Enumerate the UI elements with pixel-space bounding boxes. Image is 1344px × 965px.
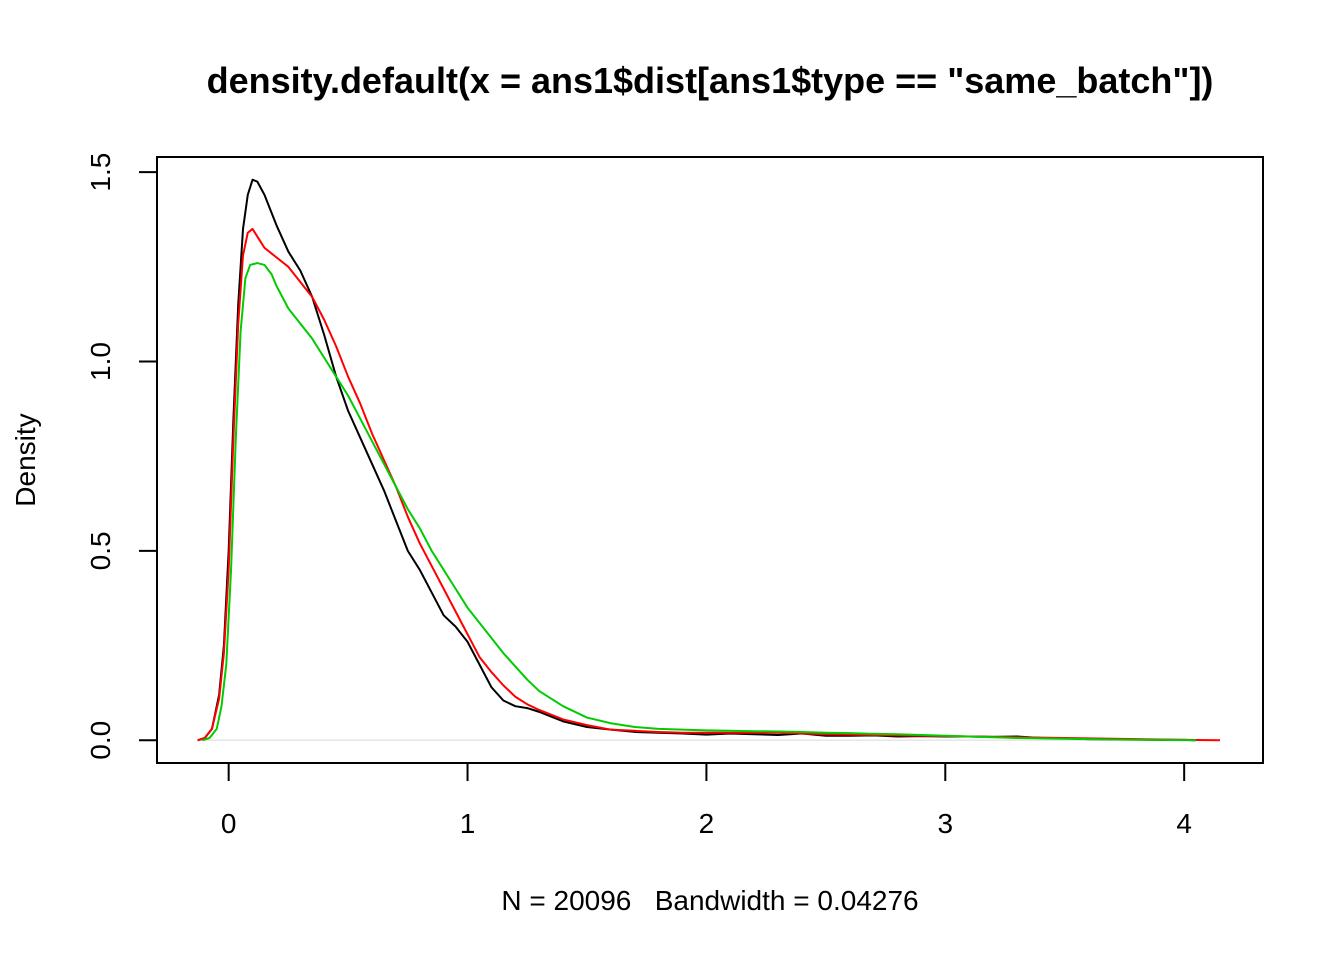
- plot-frame: [156, 156, 1264, 764]
- y-tick-label: 1.5: [85, 153, 116, 192]
- y-tick-label: 0.0: [85, 721, 116, 760]
- y-axis-label: Density: [10, 413, 41, 506]
- x-axis-label: N = 20096 Bandwidth = 0.04276: [501, 885, 918, 916]
- x-tick-label: 0: [221, 808, 237, 839]
- x-tick-label: 3: [938, 808, 954, 839]
- density-line-3: [202, 262, 1197, 742]
- y-tick-label: 0.5: [85, 531, 116, 570]
- chart-title: density.default(x = ans1$dist[ans1$type …: [207, 60, 1214, 101]
- density-line-2: [197, 227, 1221, 742]
- density-line-1: [197, 178, 1197, 742]
- y-axis: 0.0 0.5 1.0 1.5: [85, 153, 158, 760]
- x-tick-label: 1: [460, 808, 476, 839]
- x-axis: 0 1 2 3 4: [221, 762, 1192, 839]
- y-tick-label: 1.0: [85, 342, 116, 381]
- x-tick-label: 4: [1176, 808, 1192, 839]
- series-layer: [197, 178, 1221, 742]
- x-tick-label: 2: [699, 808, 715, 839]
